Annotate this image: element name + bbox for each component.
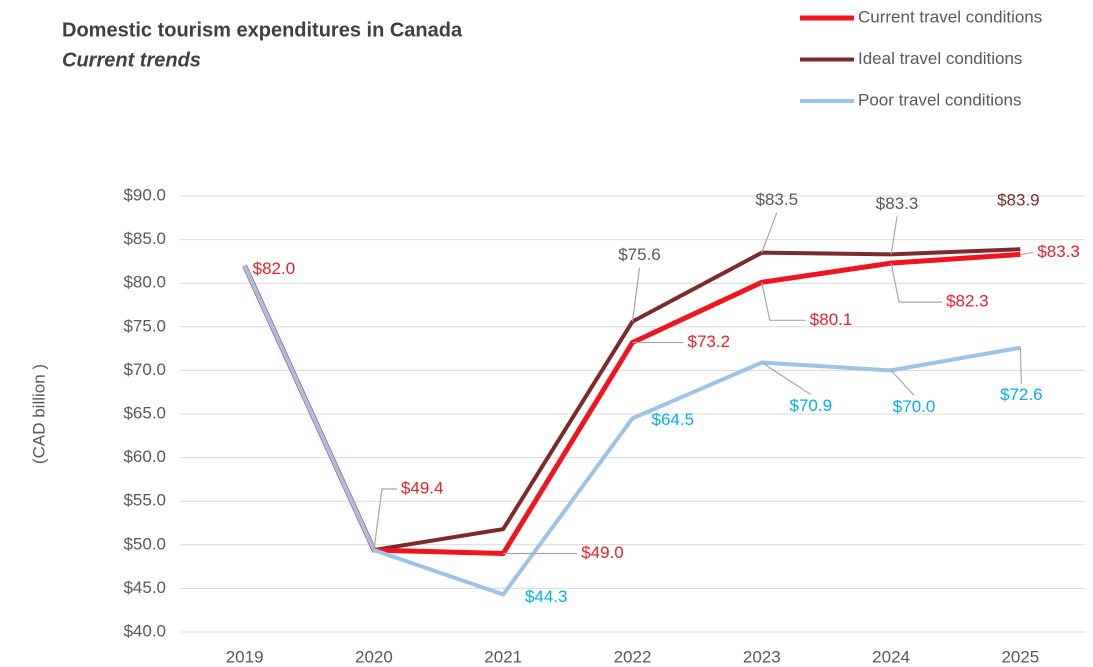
x-tick-label: 2025 xyxy=(1001,647,1039,666)
legend-label: Poor travel conditions xyxy=(858,90,1021,109)
data-label: $49.0 xyxy=(581,543,624,562)
leader-line xyxy=(761,362,812,396)
y-tick-label: $45.0 xyxy=(123,578,166,597)
leader-line xyxy=(1020,251,1034,256)
data-label: $82.3 xyxy=(946,292,989,311)
data-label: $44.3 xyxy=(525,587,568,606)
x-tick-label: 2021 xyxy=(484,647,522,666)
data-label: $80.1 xyxy=(810,310,853,329)
leader-line xyxy=(890,263,943,303)
leader-line xyxy=(890,216,898,255)
chart-title: Domestic tourism expenditures in Canada xyxy=(62,19,463,41)
x-tick-label: 2023 xyxy=(743,647,781,666)
legend-label: Current travel conditions xyxy=(858,7,1042,26)
y-tick-label: $60.0 xyxy=(123,447,166,466)
y-tick-label: $80.0 xyxy=(123,273,166,292)
legend-label: Ideal travel conditions xyxy=(858,49,1022,68)
data-label: $83.3 xyxy=(1037,242,1080,261)
y-axis-label: (CAD billion ) xyxy=(29,364,48,464)
y-tick-label: $90.0 xyxy=(123,185,166,204)
x-tick-label: 2022 xyxy=(614,647,652,666)
data-label: $83.9 xyxy=(997,191,1040,210)
y-tick-label: $70.0 xyxy=(123,360,166,379)
data-label: $82.0 xyxy=(253,259,296,278)
x-tick-label: 2019 xyxy=(226,647,264,666)
data-label: $70.9 xyxy=(790,396,833,415)
data-label: $64.5 xyxy=(652,410,695,429)
leader-line xyxy=(1019,347,1022,384)
y-tick-label: $50.0 xyxy=(123,534,166,553)
y-tick-label: $85.0 xyxy=(123,229,166,248)
y-tick-label: $65.0 xyxy=(123,403,166,422)
data-label: $75.6 xyxy=(618,245,661,264)
data-label: $83.5 xyxy=(756,190,799,209)
x-tick-label: 2020 xyxy=(355,647,393,666)
leader-line xyxy=(761,212,778,253)
x-tick-label: 2024 xyxy=(872,647,910,666)
data-label: $70.0 xyxy=(893,397,936,416)
leader-line xyxy=(373,488,397,551)
data-label: $72.6 xyxy=(1000,385,1043,404)
y-tick-label: $75.0 xyxy=(123,316,166,335)
y-tick-label: $40.0 xyxy=(123,621,166,640)
data-label: $73.2 xyxy=(688,332,731,351)
leader-line xyxy=(890,369,915,396)
leader-line xyxy=(761,282,806,321)
data-label: $83.3 xyxy=(876,194,919,213)
y-tick-label: $55.0 xyxy=(123,491,166,510)
leader-line xyxy=(631,267,641,322)
chart-subtitle: Current trends xyxy=(62,49,201,71)
data-label: $49.4 xyxy=(401,479,444,498)
